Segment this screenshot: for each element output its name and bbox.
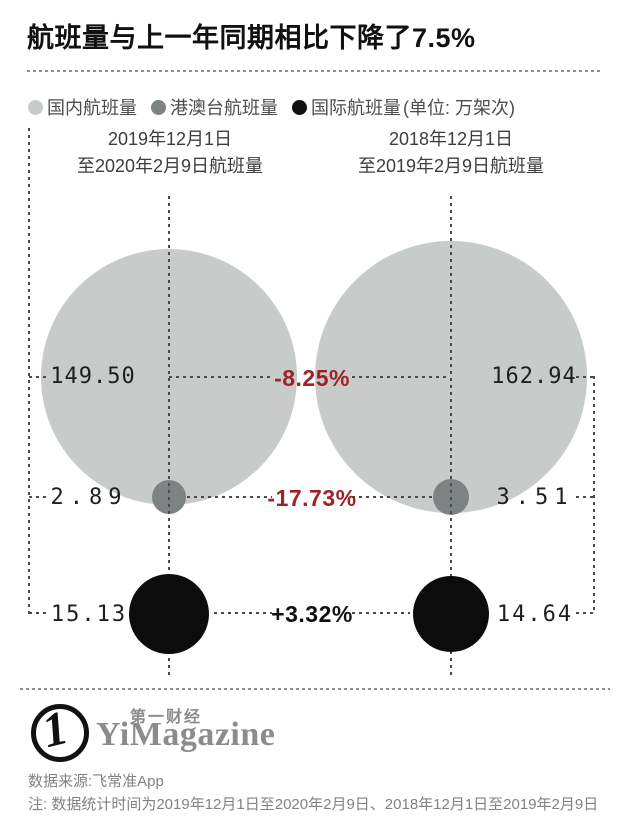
legend-label-domestic: 国内航班量 [47, 98, 137, 118]
statistics-period-note: 注: 数据统计时间为2019年12月1日至2020年2月9日、2018年12月1… [28, 796, 599, 813]
bubble-international-2018 [413, 576, 489, 652]
change-hmt: -17.73% [267, 485, 357, 511]
legend-label-hmt: 港澳台航班量 [170, 98, 278, 118]
page-title: 航班量与上一年同期相比下降了7.5% [27, 23, 476, 53]
column-header-2018-line2: 至2019年2月9日航班量 [357, 156, 545, 176]
bubble-international-2019 [129, 574, 209, 654]
guide-vertical-left-column [168, 196, 170, 676]
guide-vertical-right-margin [593, 376, 595, 614]
guide-vertical-left-margin [28, 128, 30, 614]
value-hmt-2018: 3.51 [496, 485, 574, 510]
guide-row2-seg4 [576, 496, 594, 498]
data-source-note: 数据来源:飞常准App [28, 773, 164, 790]
change-international: +3.32% [271, 601, 353, 627]
guide-row1-seg2 [169, 376, 272, 378]
column-header-2018-line1: 2018年12月1日 [388, 129, 514, 149]
guide-row2-seg2 [187, 496, 272, 498]
value-international-2019: 15.13 [50, 602, 128, 627]
value-international-2018: 14.64 [496, 602, 574, 627]
value-domestic-2019: 149.50 [50, 364, 136, 389]
international-dot-icon [292, 99, 307, 115]
title-divider [27, 70, 603, 72]
guide-row2-seg3 [352, 496, 432, 498]
guide-row3-seg2 [214, 612, 272, 614]
guide-row1-seg4 [576, 376, 594, 378]
column-header-2019-line2: 至2020年2月9日航班量 [76, 156, 264, 176]
guide-row2-seg1 [29, 496, 48, 498]
legend-item-international: 国际航班量 (单位: 万架次) [292, 94, 515, 120]
brand-name-cn: 第一财经 [130, 709, 203, 726]
guide-row3-seg3 [352, 612, 410, 614]
domestic-dot-icon [28, 99, 43, 115]
column-header-2019-line1: 2019年12月1日 [107, 129, 233, 149]
value-hmt-2019: 2.89 [50, 485, 128, 510]
legend-unit: (单位: 万架次) [403, 98, 515, 118]
yicai-logo-icon [31, 704, 89, 762]
guide-row1-seg3 [352, 376, 450, 378]
guide-row3-seg1 [29, 612, 48, 614]
legend: 国内航班量 港澳台航班量 国际航班量 (单位: 万架次) [28, 94, 515, 120]
column-header-2019: 2019年12月1日 至2020年2月9日航班量 [30, 126, 310, 180]
guide-vertical-right-column [450, 196, 452, 676]
guide-row1-seg1 [29, 376, 48, 378]
legend-item-domestic: 国内航班量 [28, 94, 137, 120]
column-header-2018: 2018年12月1日 至2019年2月9日航班量 [311, 126, 591, 180]
guide-row3-seg4 [576, 612, 594, 614]
legend-label-international: 国际航班量 [311, 98, 401, 118]
change-domestic: -8.25% [274, 365, 350, 391]
hmt-dot-icon [151, 99, 166, 115]
brand-name-en: YiMagazine [96, 716, 276, 753]
legend-item-hmt: 港澳台航班量 [151, 94, 278, 120]
footer-divider [20, 688, 610, 690]
value-domestic-2018: 162.94 [491, 364, 577, 389]
